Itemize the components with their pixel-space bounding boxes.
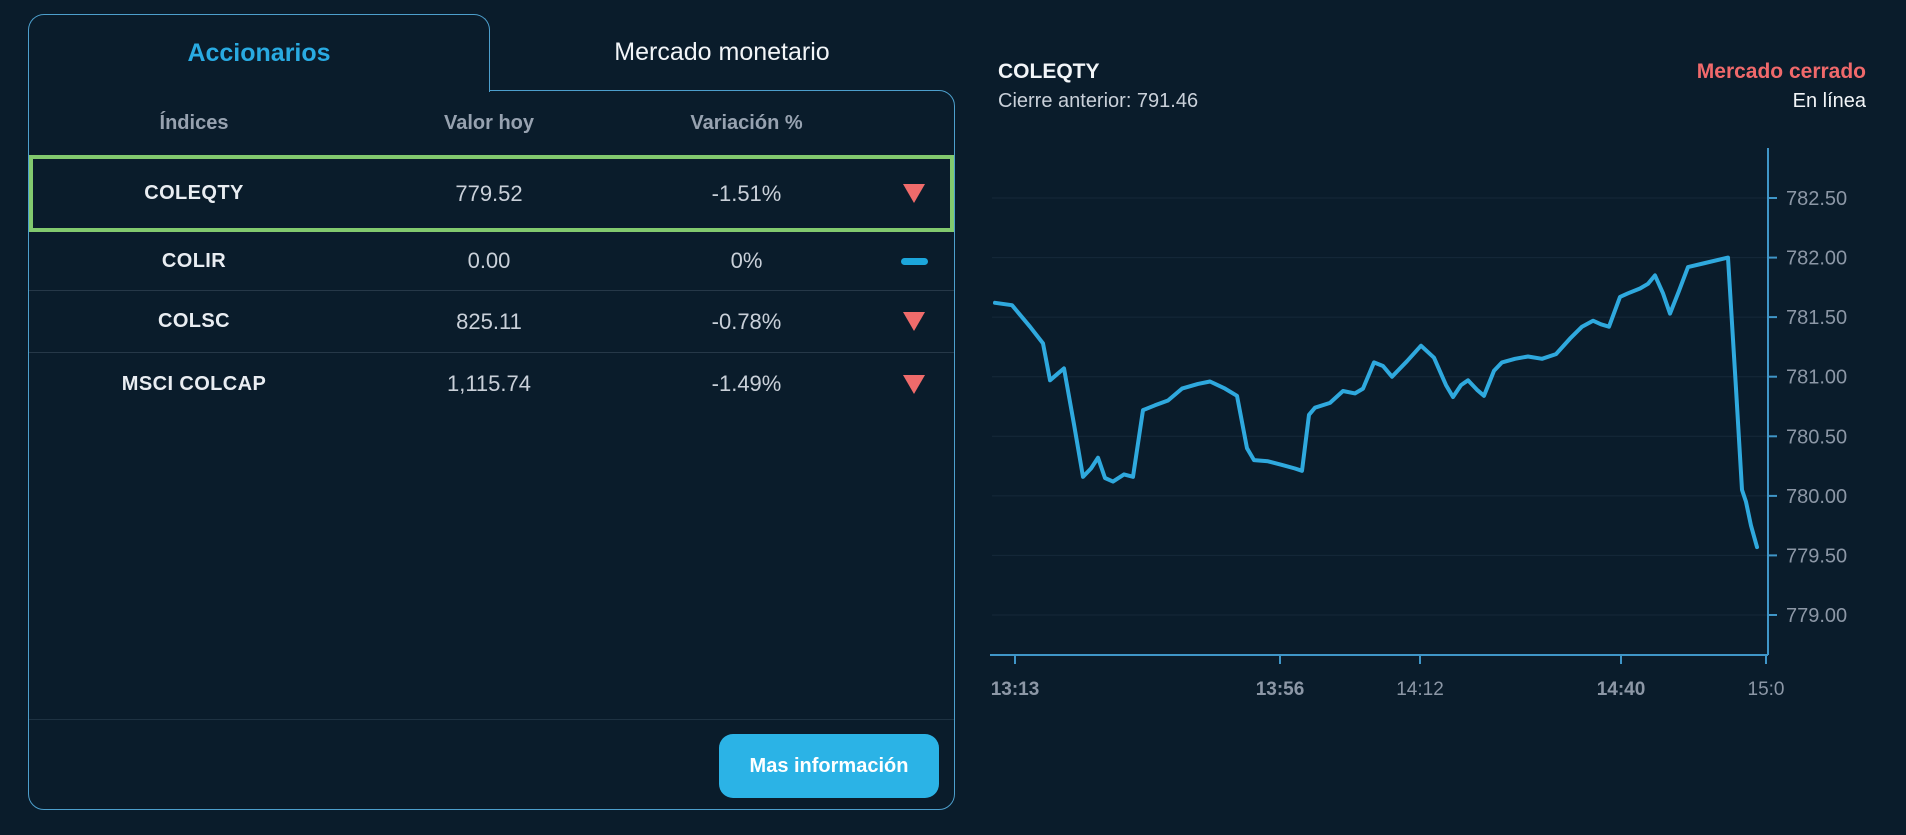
chart-title: COLEQTY bbox=[998, 60, 1100, 83]
table-row-colir[interactable]: COLIR 0.00 0% bbox=[29, 232, 954, 291]
online-status-label: En línea bbox=[1792, 90, 1866, 112]
price-chart[interactable]: 782.50 782.00 781.50 781.00 780.50 780.00 779.… bbox=[980, 140, 1906, 700]
y-tick-label: 782.00 bbox=[1786, 248, 1847, 270]
col-header-variacion: Variación % bbox=[690, 111, 803, 134]
triangle-down-icon bbox=[903, 312, 925, 331]
y-tick-label: 780.00 bbox=[1786, 486, 1847, 508]
x-tick-label: 14:12 bbox=[1396, 679, 1444, 700]
triangle-down-icon bbox=[903, 184, 925, 203]
index-variation: -1.51% bbox=[711, 180, 782, 206]
x-tick-label: 13:13 bbox=[991, 679, 1040, 700]
table-row-msci-colcap[interactable]: MSCI COLCAP 1,115.74 -1.49% bbox=[29, 353, 954, 415]
index-name: COLEQTY bbox=[144, 182, 244, 204]
x-tick-label: 13:56 bbox=[1256, 679, 1305, 700]
index-name: MSCI COLCAP bbox=[121, 372, 267, 395]
triangle-down-icon bbox=[903, 374, 925, 394]
chart-previous-close: Cierre anterior: 791.46 bbox=[998, 90, 1199, 112]
footer-divider bbox=[29, 719, 954, 720]
indices-panel: Índices Valor hoy Variación % COLEQTY 77… bbox=[28, 90, 955, 810]
index-value: 779.52 bbox=[455, 180, 523, 206]
col-header-valor-hoy: Valor hoy bbox=[443, 111, 535, 134]
index-variation: -0.78% bbox=[711, 308, 782, 334]
flat-dash-icon bbox=[900, 257, 928, 265]
table-header: Índices Valor hoy Variación % bbox=[29, 101, 954, 145]
index-variation: -1.49% bbox=[711, 371, 782, 396]
table-row-colsc[interactable]: COLSC 825.11 -0.78% bbox=[29, 291, 954, 353]
index-name: COLIR bbox=[161, 249, 227, 272]
x-tick-label: 15:0 bbox=[1748, 679, 1785, 700]
y-tick-label: 781.00 bbox=[1786, 367, 1847, 389]
index-value: 825.11 bbox=[456, 308, 522, 334]
tab-accionarios[interactable]: Accionarios bbox=[28, 14, 490, 92]
y-tick-label: 781.50 bbox=[1786, 307, 1847, 329]
chart-line[interactable] bbox=[993, 255, 1759, 550]
more-info-button[interactable]: Mas información bbox=[719, 734, 939, 798]
table-row-coleqty[interactable]: COLEQTY 779.52 -1.51% bbox=[29, 155, 954, 232]
index-variation: 0% bbox=[730, 248, 763, 273]
col-header-indices: Índices bbox=[159, 111, 229, 134]
index-value: 0.00 bbox=[467, 248, 511, 273]
y-tick-label: 782.50 bbox=[1786, 188, 1847, 210]
index-value: 1,115.74 bbox=[446, 371, 531, 396]
y-tick-label: 780.50 bbox=[1786, 426, 1847, 448]
y-tick-label: 779.00 bbox=[1786, 605, 1847, 627]
y-tick-label: 779.50 bbox=[1786, 545, 1847, 567]
x-tick-label: 14:40 bbox=[1597, 679, 1646, 700]
tab-mercado-monetario[interactable]: Mercado monetario bbox=[614, 37, 830, 66]
index-name: COLSC bbox=[158, 310, 230, 332]
market-status-badge: Mercado cerrado bbox=[1696, 60, 1866, 83]
